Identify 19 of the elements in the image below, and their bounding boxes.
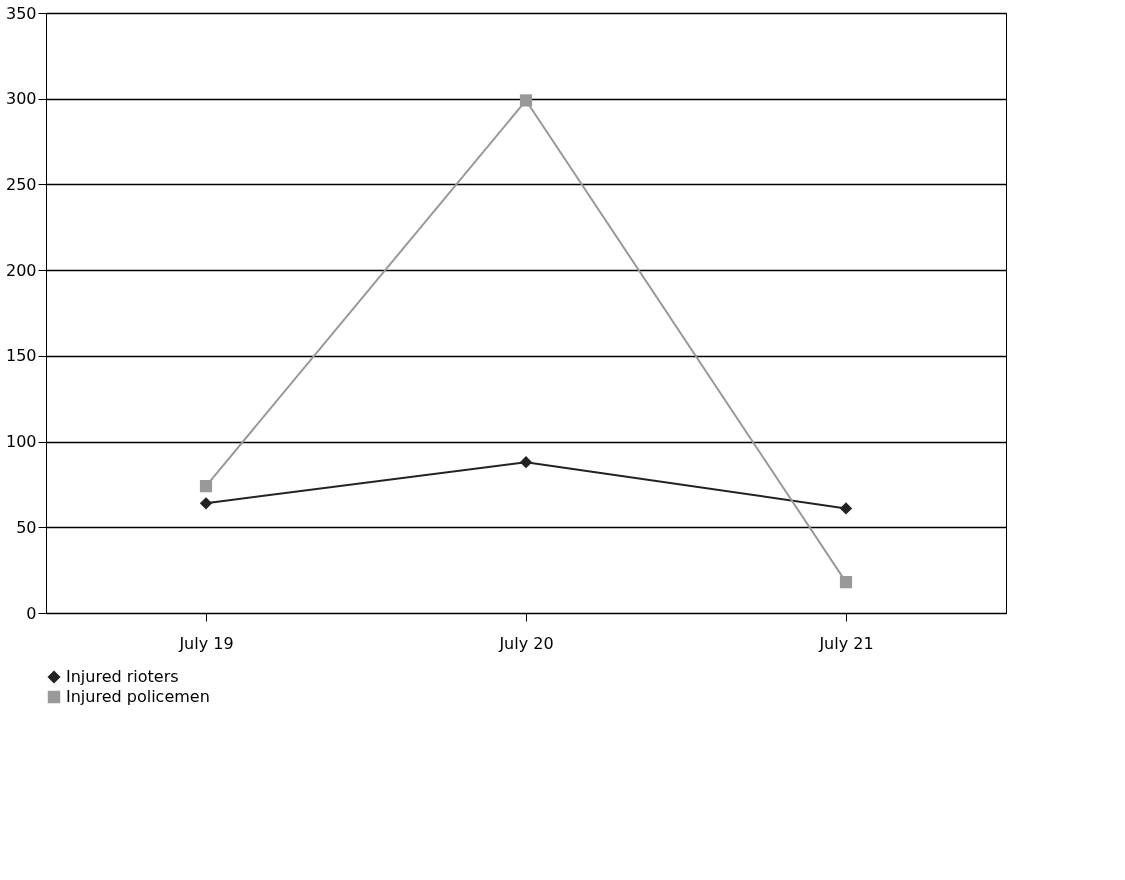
legend-label: Injured rioters xyxy=(66,667,179,686)
x-tick-label: July 20 xyxy=(498,633,554,653)
y-tick-label: 200 xyxy=(5,260,37,280)
y-tick-label: 250 xyxy=(5,174,37,194)
point xyxy=(519,456,533,469)
legend-label: Injured policemen xyxy=(66,687,210,706)
point xyxy=(199,497,213,510)
y-tick-label: 100 xyxy=(5,432,37,452)
y-tick-label: 350 xyxy=(5,3,37,23)
point xyxy=(839,502,853,515)
point xyxy=(519,94,533,107)
x-tick-label: July 21 xyxy=(818,633,874,653)
point xyxy=(199,480,213,493)
y-tick-label: 0 xyxy=(26,603,37,623)
x-tick-label: July 19 xyxy=(178,633,234,653)
y-tick-label: 150 xyxy=(5,346,37,366)
y-tick-label: 50 xyxy=(16,517,37,537)
y-tick-label: 300 xyxy=(5,89,37,109)
point xyxy=(839,576,853,589)
